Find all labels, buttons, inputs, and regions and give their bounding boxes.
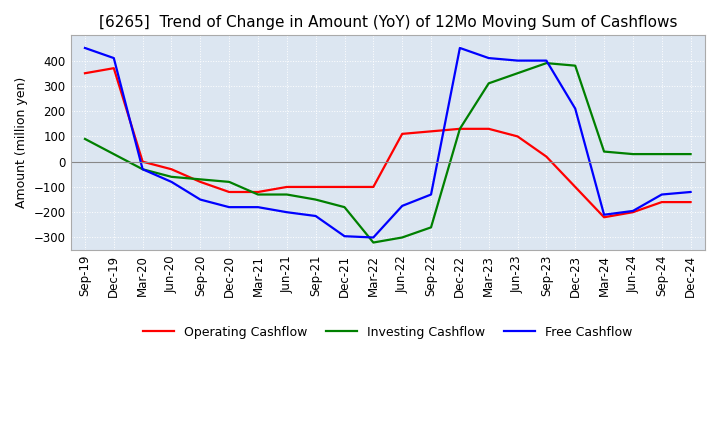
Operating Cashflow xyxy=(311,184,320,190)
Free Cashflow xyxy=(282,209,291,215)
Free Cashflow xyxy=(340,234,348,239)
Free Cashflow xyxy=(542,58,551,63)
Line: Free Cashflow: Free Cashflow xyxy=(85,48,690,238)
Investing Cashflow xyxy=(167,174,176,180)
Investing Cashflow xyxy=(542,60,551,66)
Investing Cashflow xyxy=(398,235,407,240)
Free Cashflow xyxy=(253,205,262,210)
Investing Cashflow xyxy=(253,192,262,197)
Operating Cashflow xyxy=(282,184,291,190)
Operating Cashflow xyxy=(225,189,233,194)
Investing Cashflow xyxy=(109,151,118,157)
Investing Cashflow xyxy=(81,136,89,142)
Operating Cashflow xyxy=(657,199,666,205)
Free Cashflow xyxy=(109,55,118,61)
Free Cashflow xyxy=(629,208,637,213)
Investing Cashflow xyxy=(686,151,695,157)
Free Cashflow xyxy=(485,55,493,61)
Investing Cashflow xyxy=(657,151,666,157)
Investing Cashflow xyxy=(427,225,436,230)
Investing Cashflow xyxy=(600,149,608,154)
Free Cashflow xyxy=(600,212,608,217)
Operating Cashflow xyxy=(600,215,608,220)
Legend: Operating Cashflow, Investing Cashflow, Free Cashflow: Operating Cashflow, Investing Cashflow, … xyxy=(138,321,638,344)
Free Cashflow xyxy=(571,106,580,111)
Y-axis label: Amount (million yen): Amount (million yen) xyxy=(15,77,28,209)
Investing Cashflow xyxy=(571,63,580,68)
Operating Cashflow xyxy=(427,129,436,134)
Free Cashflow xyxy=(456,45,464,51)
Line: Investing Cashflow: Investing Cashflow xyxy=(85,63,690,242)
Operating Cashflow xyxy=(456,126,464,132)
Free Cashflow xyxy=(138,167,147,172)
Title: [6265]  Trend of Change in Amount (YoY) of 12Mo Moving Sum of Cashflows: [6265] Trend of Change in Amount (YoY) o… xyxy=(99,15,677,30)
Operating Cashflow xyxy=(629,209,637,215)
Investing Cashflow xyxy=(485,81,493,86)
Investing Cashflow xyxy=(311,197,320,202)
Operating Cashflow xyxy=(253,189,262,194)
Operating Cashflow xyxy=(81,70,89,76)
Investing Cashflow xyxy=(282,192,291,197)
Operating Cashflow xyxy=(513,134,522,139)
Investing Cashflow xyxy=(629,151,637,157)
Operating Cashflow xyxy=(167,167,176,172)
Investing Cashflow xyxy=(513,70,522,76)
Operating Cashflow xyxy=(109,66,118,71)
Line: Operating Cashflow: Operating Cashflow xyxy=(85,68,690,217)
Operating Cashflow xyxy=(138,159,147,164)
Investing Cashflow xyxy=(196,177,204,182)
Investing Cashflow xyxy=(340,205,348,210)
Investing Cashflow xyxy=(456,126,464,132)
Operating Cashflow xyxy=(686,199,695,205)
Operating Cashflow xyxy=(485,126,493,132)
Operating Cashflow xyxy=(369,184,378,190)
Free Cashflow xyxy=(513,58,522,63)
Investing Cashflow xyxy=(369,240,378,245)
Operating Cashflow xyxy=(571,184,580,190)
Operating Cashflow xyxy=(196,179,204,184)
Operating Cashflow xyxy=(340,184,348,190)
Free Cashflow xyxy=(81,45,89,51)
Free Cashflow xyxy=(369,235,378,240)
Operating Cashflow xyxy=(398,131,407,136)
Investing Cashflow xyxy=(138,167,147,172)
Investing Cashflow xyxy=(225,179,233,184)
Free Cashflow xyxy=(167,179,176,184)
Free Cashflow xyxy=(225,205,233,210)
Free Cashflow xyxy=(427,192,436,197)
Free Cashflow xyxy=(196,197,204,202)
Free Cashflow xyxy=(398,203,407,209)
Free Cashflow xyxy=(657,192,666,197)
Free Cashflow xyxy=(311,213,320,219)
Operating Cashflow xyxy=(542,154,551,159)
Free Cashflow xyxy=(686,189,695,194)
